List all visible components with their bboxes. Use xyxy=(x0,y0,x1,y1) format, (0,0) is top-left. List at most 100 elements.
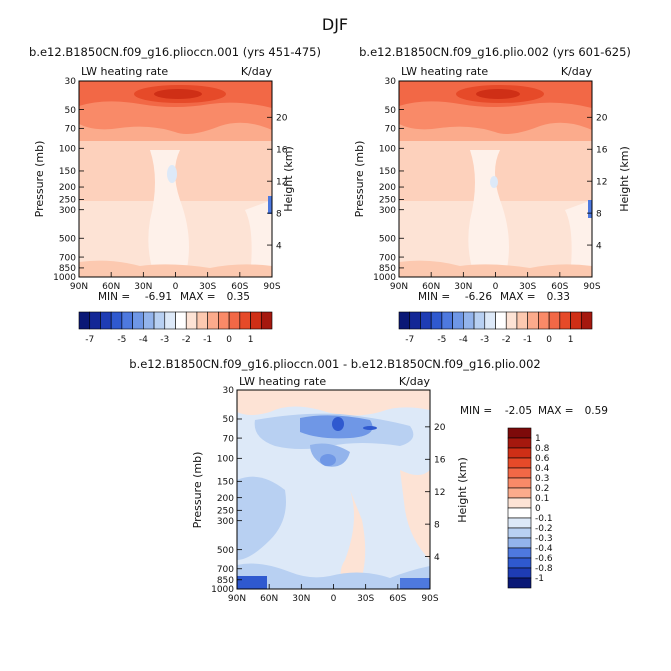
y-tick-label: 50 xyxy=(65,106,77,116)
y-tick-label: 200 xyxy=(59,183,76,193)
colorbar-label: 0 xyxy=(226,335,232,345)
y-tick-label: 30 xyxy=(223,386,235,396)
colorbar-swatch xyxy=(164,311,176,330)
colorbar-swatch xyxy=(507,427,532,439)
colorbar-swatch xyxy=(507,477,532,489)
y-tick-label: 50 xyxy=(385,106,397,116)
colorbar-swatch xyxy=(398,311,411,330)
colorbar-swatch xyxy=(538,311,550,330)
colorbar-label: -1 xyxy=(523,335,532,345)
panel-1-min-value: -6.91 xyxy=(145,291,172,303)
x-tick-label: 30N xyxy=(134,282,152,292)
x-tick-label: 30S xyxy=(519,282,536,292)
x-tick-label: 60S xyxy=(231,282,248,292)
colorbar-swatch xyxy=(260,311,273,330)
y2-tick-label: 20 xyxy=(434,423,446,433)
colorbar-swatch xyxy=(507,447,532,459)
x-tick-label: 30N xyxy=(454,282,472,292)
y2-tick-label: 8 xyxy=(596,209,602,219)
panel-2-y2label: Height (km) xyxy=(618,146,631,212)
y-tick-label: 150 xyxy=(379,167,396,177)
y-tick-label: 100 xyxy=(59,144,76,154)
y2-tick-label: 12 xyxy=(276,177,287,187)
x-tick-label: 60S xyxy=(551,282,568,292)
y-tick-label: 700 xyxy=(217,565,234,575)
field-surface-cool xyxy=(237,563,430,589)
panel-3-field xyxy=(237,390,430,589)
x-tick-label: 90N xyxy=(228,594,246,604)
colorbar-label: 1 xyxy=(535,434,541,444)
panel-1-title: b.e12.B1850CN.f09_g16.plioccn.001 (yrs 4… xyxy=(29,45,321,59)
x-tick-label: 90S xyxy=(263,282,280,292)
y-tick-label: 500 xyxy=(59,234,76,244)
colorbar-swatch xyxy=(100,311,112,330)
panel-1-max-value: 0.35 xyxy=(227,291,250,303)
colorbar-swatch xyxy=(484,311,496,330)
x-tick-label: 90N xyxy=(70,282,88,292)
x-tick-label: 60N xyxy=(102,282,120,292)
y-tick-label: 70 xyxy=(223,434,235,444)
colorbar-swatch xyxy=(507,437,532,449)
panel-1-max-label: MAX = xyxy=(180,291,216,303)
colorbar-swatch xyxy=(507,557,532,569)
y2-tick-label: 16 xyxy=(434,455,446,465)
y-tick-label: 30 xyxy=(65,77,77,87)
colorbar-swatch xyxy=(473,311,486,330)
y2-tick-label: 12 xyxy=(596,177,607,187)
colorbar-label: 1 xyxy=(248,335,254,345)
colorbar-swatch xyxy=(507,527,532,539)
panel-1-field xyxy=(79,81,272,277)
panel-1-min-label: MIN = xyxy=(98,291,130,303)
panel-2-title: b.e12.B1850CN.f09_g16.plio.002 (yrs 601-… xyxy=(359,45,631,59)
colorbar-swatch xyxy=(89,311,101,330)
colorbar-swatch xyxy=(548,311,561,330)
colorbar-label: -5 xyxy=(117,335,126,345)
panel-3-title: b.e12.B1850CN.f09_g16.plioccn.001 - b.e1… xyxy=(129,357,540,371)
panel-1-left-label: LW heating rate xyxy=(81,65,168,78)
colorbar-swatch xyxy=(207,311,219,330)
field-cool-edge xyxy=(268,196,272,214)
field-cool-edge xyxy=(588,200,592,218)
y2-tick-label: 16 xyxy=(596,145,608,155)
y-tick-label: 250 xyxy=(217,507,234,517)
colorbar-swatch xyxy=(559,311,571,330)
colorbar-swatch xyxy=(143,311,155,330)
colorbar-swatch xyxy=(110,311,123,330)
colorbar-label: -0.4 xyxy=(535,544,553,554)
colorbar-label: -4 xyxy=(139,335,148,345)
colorbar-swatch xyxy=(239,311,251,330)
y-tick-label: 500 xyxy=(379,234,396,244)
x-tick-label: 60S xyxy=(389,594,406,604)
panel-2-max-value: 0.33 xyxy=(547,291,570,303)
colorbar-swatch xyxy=(185,311,198,330)
y2-tick-label: 20 xyxy=(596,113,608,123)
colorbar-label: -2 xyxy=(182,335,191,345)
colorbar-swatch xyxy=(430,311,443,330)
colorbar-label: -1 xyxy=(203,335,212,345)
y2-tick-label: 20 xyxy=(276,113,288,123)
colorbar-swatch xyxy=(153,311,166,330)
colorbar-label: 0.2 xyxy=(535,484,549,494)
y-tick-label: 850 xyxy=(379,264,396,274)
panel-1-ylabel: Pressure (mb) xyxy=(33,141,46,218)
y-tick-label: 850 xyxy=(217,576,234,586)
y-tick-label: 700 xyxy=(379,253,396,263)
field-cool-lobe-core xyxy=(320,454,336,466)
panel-3-min-label: MIN = xyxy=(460,405,492,417)
colorbar-swatch xyxy=(196,311,208,330)
x-tick-label: 0 xyxy=(493,282,499,292)
field-cool-spot xyxy=(490,176,498,188)
colorbar-label: -5 xyxy=(437,335,446,345)
panel-3-min-value: -2.05 xyxy=(505,405,532,417)
colorbar-swatch xyxy=(78,311,91,330)
colorbar-label: 0 xyxy=(535,504,541,514)
x-tick-label: 90N xyxy=(390,282,408,292)
panel-3-y2label: Height (km) xyxy=(456,457,469,523)
colorbar-swatch xyxy=(250,311,262,330)
panel-3-max-value: 0.59 xyxy=(585,405,608,417)
colorbar-label: 0.8 xyxy=(535,444,550,454)
y-tick-label: 300 xyxy=(217,517,234,527)
y2-tick-label: 16 xyxy=(276,145,288,155)
x-tick-label: 60N xyxy=(422,282,440,292)
